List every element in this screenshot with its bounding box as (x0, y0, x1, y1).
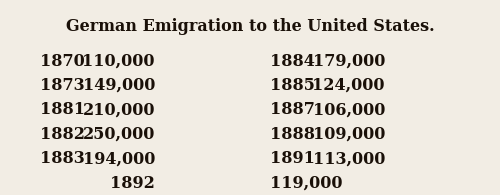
Text: 1885: 1885 (270, 77, 315, 94)
Text: 1873: 1873 (40, 77, 84, 94)
Text: 119,000: 119,000 (270, 175, 342, 191)
Text: 110,000: 110,000 (82, 53, 155, 70)
Text: 1884: 1884 (270, 53, 315, 70)
Text: 124,000: 124,000 (312, 77, 385, 94)
Text: 1891: 1891 (270, 150, 315, 167)
Text: 1870: 1870 (40, 53, 85, 70)
Text: 1883: 1883 (40, 150, 85, 167)
Text: 1892: 1892 (110, 175, 155, 191)
Text: 194,000: 194,000 (82, 150, 155, 167)
Text: 1887: 1887 (270, 101, 315, 118)
Text: 149,000: 149,000 (82, 77, 155, 94)
Text: 106,000: 106,000 (312, 101, 385, 118)
Text: 250,000: 250,000 (82, 126, 155, 143)
Text: 109,000: 109,000 (312, 126, 385, 143)
Text: German Emigration to the United States.: German Emigration to the United States. (66, 18, 434, 35)
Text: 179,000: 179,000 (312, 53, 385, 70)
Text: 210,000: 210,000 (82, 101, 155, 118)
Text: 1881: 1881 (40, 101, 85, 118)
Text: 1882: 1882 (40, 126, 85, 143)
Text: 1888: 1888 (270, 126, 315, 143)
Text: 113,000: 113,000 (312, 150, 385, 167)
